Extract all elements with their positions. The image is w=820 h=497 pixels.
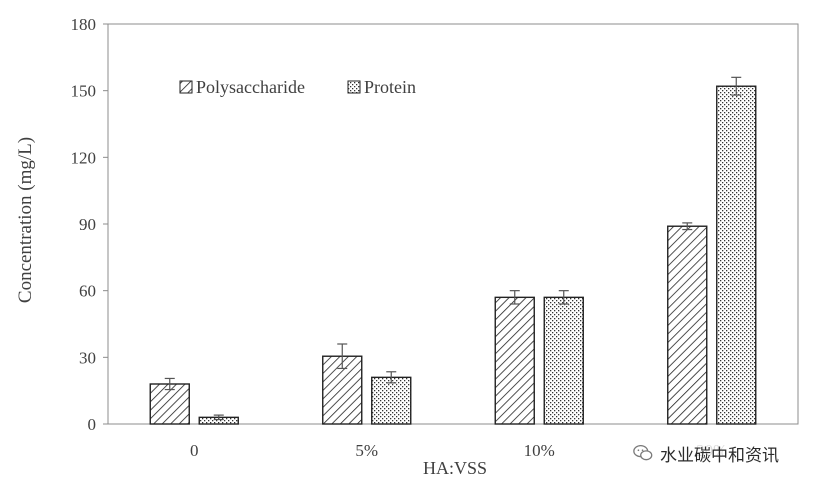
- wechat-icon: [633, 445, 653, 461]
- legend-swatch-diagonal: [179, 80, 193, 94]
- y-tick-label: 180: [71, 15, 97, 34]
- bar-diagonal: [667, 225, 708, 425]
- x-tick-label: 10%: [524, 441, 555, 460]
- legend-label: Protein: [364, 77, 416, 97]
- bar-dots: [716, 85, 757, 425]
- x-axis-label: HA:VSS: [423, 458, 487, 478]
- bar-diagonal: [494, 296, 535, 425]
- y-tick-label: 150: [71, 82, 97, 101]
- x-tick-label: 5%: [355, 441, 378, 460]
- y-tick-label: 90: [79, 215, 96, 234]
- x-tick-label: 0: [190, 441, 199, 460]
- legend-label: Polysaccharide: [196, 77, 305, 97]
- y-tick-label: 60: [79, 282, 96, 301]
- bar-diagonal: [322, 355, 363, 425]
- y-tick-label: 30: [79, 348, 96, 367]
- watermark-text: 水业碳中和资讯: [660, 445, 779, 466]
- y-tick-label: 120: [71, 148, 97, 167]
- bar-dots: [543, 296, 584, 425]
- bar-dots: [371, 376, 412, 425]
- y-axis-label: Concentration (mg/L): [15, 137, 36, 303]
- y-tick-label: 0: [88, 415, 97, 434]
- watermark: 水业碳中和资讯: [628, 438, 783, 468]
- legend-swatch-dots: [347, 80, 361, 94]
